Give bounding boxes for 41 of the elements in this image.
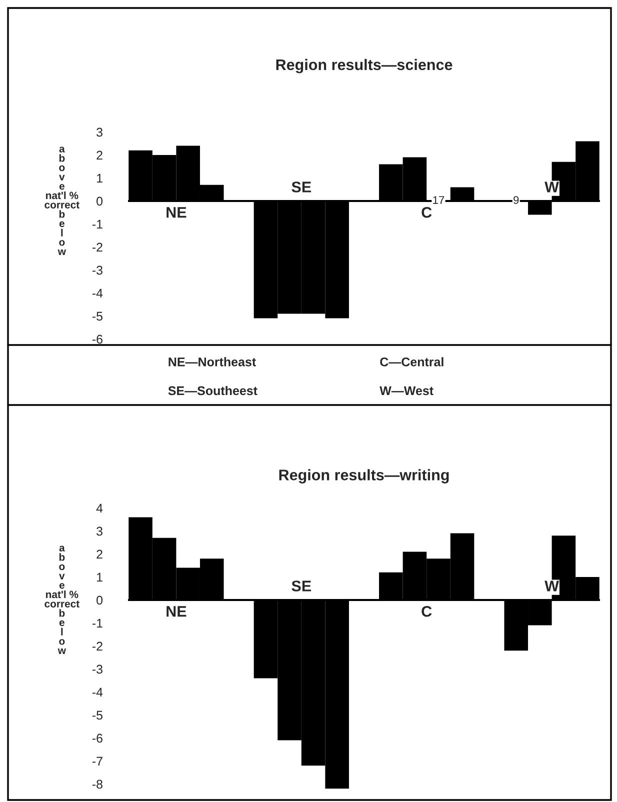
y-tick-label: -2 [92,642,102,651]
y-tick-label: -6 [92,734,102,743]
y-tick-label: -4 [92,688,103,697]
y-tick-label: 0 [96,196,103,206]
x-tick-label: W [544,182,559,192]
text: NE—Northeast [168,357,256,366]
x-tick-label: C [422,606,432,617]
y-tick-label: 3 [96,128,102,137]
x-tick-label: W [544,580,559,592]
y-tick-label: -2 [92,242,102,252]
y-tick-label: 2 [96,550,102,559]
y-tick-label: 3 [96,526,102,536]
text: a b o v e nat'l % correct b e l o w [44,546,80,654]
x-tick-label: SE [292,580,311,592]
x-tick-label: SE [292,182,311,192]
y-tick-label: -5 [92,312,102,321]
text: W—West [380,386,434,396]
y-tick-label: -3 [92,664,102,674]
y-tick-label: 2 [96,150,102,160]
y-tick-label: -7 [92,756,102,766]
y-tick-label: 1 [97,174,102,183]
y-tick-label: -1 [92,618,102,628]
y-tick-label: -5 [92,710,102,720]
y-tick-label: 1 [97,572,102,582]
text: a b o v e nat'l % correct b e l o w [44,146,80,256]
y-tick-label: -3 [92,266,102,275]
text: SE—Southeest [168,386,258,396]
annotation: 17 [433,196,444,204]
y-tick-label: 4 [96,504,103,513]
x-tick-label: NE [166,207,186,218]
y-tick-label: -8 [92,780,102,789]
chart-title: Region results—science [276,58,452,74]
text: C—Central [380,357,444,366]
y-tick-label: -6 [92,334,102,344]
x-tick-label: NE [166,606,186,617]
annotation: 9 [514,196,519,204]
y-tick-label: -4 [92,288,103,298]
y-tick-label: 0 [96,596,103,605]
chart-title: Region results—writing [279,469,449,484]
x-tick-label: C [422,206,432,218]
y-tick-label: -1 [92,220,102,229]
